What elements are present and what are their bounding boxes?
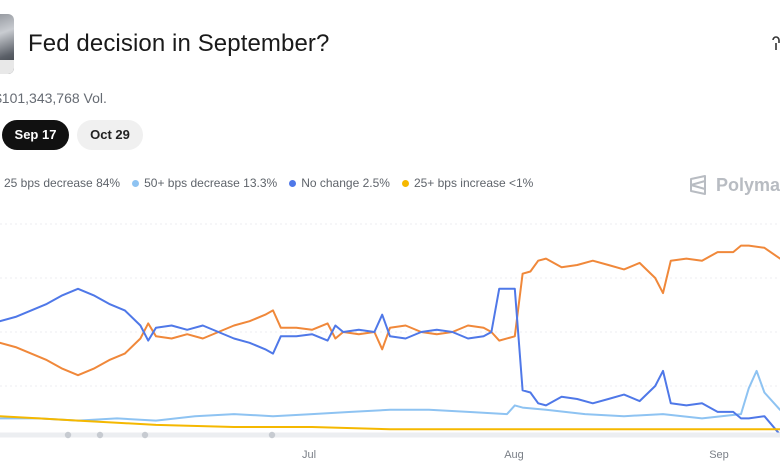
volume-label: $101,343,768 Vol. xyxy=(0,90,107,106)
market-avatar xyxy=(0,14,14,74)
polymarket-watermark: Polymarket xyxy=(688,174,780,196)
legend-label-3: 25+ bps increase <1% xyxy=(413,176,534,190)
event-marker-1 xyxy=(96,431,104,439)
legend-item-0[interactable]: 25 bps decrease 84% xyxy=(0,176,120,190)
legend-dot-2 xyxy=(289,179,297,187)
event-marker-2 xyxy=(141,431,149,439)
series-line-0 xyxy=(0,244,780,377)
watermark-text: Polymarket xyxy=(716,174,780,195)
series-line-2 xyxy=(0,287,780,436)
legend-item-3[interactable]: 25+ bps increase <1% xyxy=(401,176,534,190)
chart-legend: 25 bps decrease 84% 50+ bps decrease 13.… xyxy=(0,176,533,190)
legend-label-0: 25 bps decrease 84% xyxy=(4,176,121,190)
legend-dot-1 xyxy=(132,179,140,187)
legend-label-2: No change 2.5% xyxy=(301,176,390,190)
price-chart[interactable]: Jul Aug Sep xyxy=(0,200,780,470)
series-line-1 xyxy=(0,369,780,422)
legend-item-2[interactable]: No change 2.5% xyxy=(289,176,390,190)
legend-dot-3 xyxy=(401,179,409,187)
date-tab-sep-17[interactable]: Sep 17 xyxy=(2,120,69,150)
legend-item-1[interactable]: 50+ bps decrease 13.3% xyxy=(132,176,277,190)
x-tick-label-1: Aug xyxy=(504,449,524,461)
legend-label-1: 50+ bps decrease 13.3% xyxy=(144,176,278,190)
polymarket-logo-icon xyxy=(690,175,706,195)
date-tab-oct-29[interactable]: Oct 29 xyxy=(77,120,143,150)
market-title: Fed decision in September? xyxy=(28,30,330,57)
x-tick-label-2: Sep xyxy=(709,449,729,461)
event-marker-0 xyxy=(64,431,72,439)
series-line-3 xyxy=(0,415,780,431)
x-tick-label-0: Jul xyxy=(302,449,316,461)
event-marker-3 xyxy=(268,431,276,439)
link-icon[interactable] xyxy=(770,36,780,52)
